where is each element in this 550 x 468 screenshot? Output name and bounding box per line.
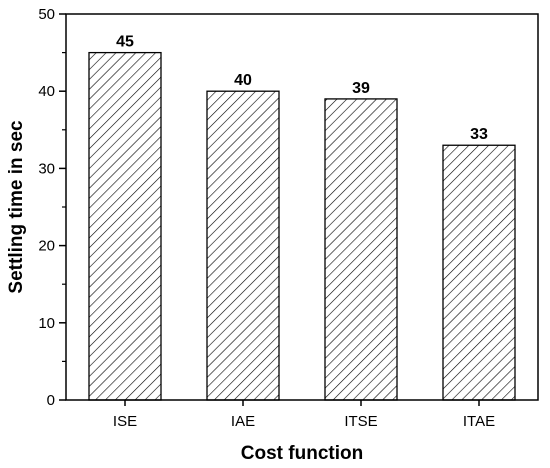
bars-layer [88,51,516,401]
x-axis-title: Cost function [241,443,363,464]
y-tick-label: 0 [47,392,55,409]
bar-iae [206,90,280,401]
y-tick-label: 50 [38,6,55,23]
data-labels: 45 40 39 33 [116,34,488,144]
y-tick-label: 10 [38,315,55,332]
data-label: 40 [234,72,252,89]
x-tick-label: ISE [113,413,137,430]
y-tick-label: 20 [38,238,55,255]
x-tick-label: IAE [231,413,255,430]
y-tick-label: 30 [38,160,55,177]
bar-itae [442,144,516,401]
x-tick-label: ITSE [344,413,377,430]
data-label: 33 [470,126,488,143]
y-axis-title: Settling time in sec [6,120,27,294]
bar-itse [324,98,398,401]
data-label: 45 [116,34,134,51]
y-tick-label: 40 [38,83,55,100]
data-label: 39 [352,80,370,97]
x-tick-label: ITAE [463,413,495,430]
bar-ise [88,51,162,401]
y-axis-ticks: 0 10 20 30 40 50 [38,6,66,409]
x-axis-ticks: ISE IAE ITSE ITAE [113,400,495,430]
